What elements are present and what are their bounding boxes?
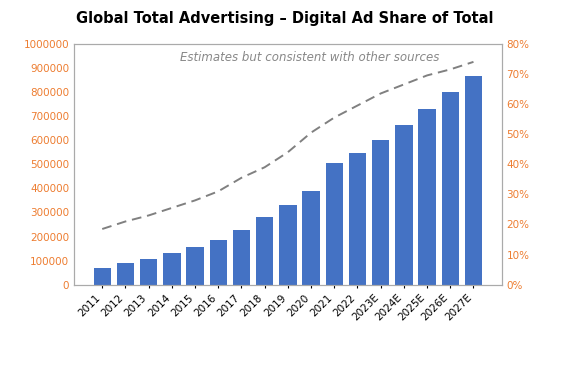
Bar <box>256 217 274 285</box>
Bar <box>465 76 482 285</box>
Text: Global Total Advertising – Digital Ad Share of Total: Global Total Advertising – Digital Ad Sh… <box>76 11 494 26</box>
Bar <box>442 92 459 285</box>
Bar <box>325 163 343 285</box>
Bar <box>279 205 296 285</box>
Bar <box>140 260 157 285</box>
Text: Estimates but consistent with other sources: Estimates but consistent with other sour… <box>180 51 439 64</box>
Bar <box>93 268 111 285</box>
Bar <box>233 231 250 285</box>
Bar <box>395 124 413 285</box>
Bar <box>163 253 181 285</box>
Bar <box>302 191 320 285</box>
Bar <box>372 140 389 285</box>
Bar <box>349 153 366 285</box>
Bar <box>210 240 227 285</box>
Bar <box>186 247 203 285</box>
Bar <box>418 109 435 285</box>
Bar <box>117 263 134 285</box>
